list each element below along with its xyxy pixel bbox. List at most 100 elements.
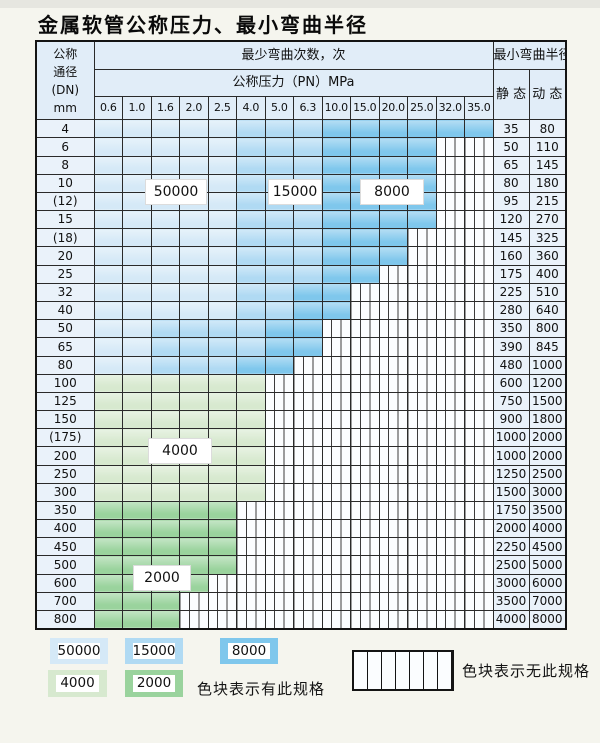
static-radius-cell: 390 [492,337,530,357]
spec-cell [236,155,266,175]
no-spec-cell [435,537,465,557]
dn-cell: 300 [35,482,95,502]
spec-cell [264,210,294,230]
legend-swatch-15000: 15000 [125,638,183,664]
no-spec-cell [435,573,465,593]
zone-label-2000: 2000 [133,565,191,591]
spec-cell [122,410,152,430]
spec-cell [407,210,437,230]
spec-cell [207,137,237,157]
legend-swatch-label: 4000 [56,674,99,693]
spec-cell [122,337,152,357]
legend-present-note: 色块表示有此规格 [197,680,326,698]
no-spec-cell [378,428,408,448]
zone-label-15000: 15000 [268,179,322,205]
dynamic-radius-cell: 7000 [528,591,567,611]
dn-cell: 400 [35,519,95,539]
static-radius-cell: 35 [492,119,530,139]
spec-cell [150,137,180,157]
pressure-col-header-1.0: 1.0 [122,96,152,121]
dn-column-header: 公称 通径 (DN) mm [35,40,95,121]
dn-cell: 450 [35,537,95,557]
spec-cell [93,555,123,575]
spec-cell [264,355,294,375]
spec-cell [321,155,351,175]
no-spec-cell [350,391,380,412]
spec-cell [321,137,351,157]
pressure-col-header-10.0: 10.0 [321,96,351,121]
no-spec-cell [321,391,351,412]
dynamic-radius-cell: 800 [528,319,567,339]
no-spec-cell [264,591,294,611]
static-radius-cell: 2250 [492,537,530,557]
no-spec-cell [264,446,294,466]
spec-cell [150,319,180,339]
spec-cell [122,282,152,303]
no-spec-cell [407,282,437,303]
spec-cell [93,500,123,521]
nominal-pressure-header: 公称压力（PN）MPa [93,68,494,98]
static-radius-cell: 50 [492,137,530,157]
no-spec-cell [321,410,351,430]
spec-cell [207,119,237,139]
static-column-header: 静 态 [492,68,530,121]
no-spec-cell [464,210,494,230]
spec-cell [93,464,123,484]
no-spec-cell [464,537,494,557]
no-spec-cell [378,373,408,393]
pressure-col-header-5.0: 5.0 [264,96,294,121]
no-spec-cell [464,137,494,157]
no-spec-cell [321,464,351,484]
spec-cell [207,555,237,575]
no-spec-cell [350,428,380,448]
dynamic-radius-cell: 325 [528,228,567,248]
no-spec-cell [236,609,266,630]
no-spec-cell [321,337,351,357]
no-spec-cell [464,300,494,321]
dynamic-radius-cell: 4500 [528,537,567,557]
no-spec-cell [435,373,465,393]
no-spec-cell [264,555,294,575]
no-spec-cell [321,573,351,593]
spec-cell [150,228,180,248]
spec-cell [321,300,351,321]
static-radius-cell: 65 [492,155,530,175]
spec-cell [150,591,180,611]
spec-cell [350,228,380,248]
static-radius-cell: 600 [492,373,530,393]
pressure-col-header-2.0: 2.0 [179,96,209,121]
no-spec-cell [378,537,408,557]
spec-cell [236,191,266,212]
spec-cell [179,155,209,175]
no-spec-cell [464,609,494,630]
spec-cell [93,537,123,557]
spec-cell [378,119,408,139]
legend-swatch-label: 50000 [57,642,101,660]
spec-cell [150,337,180,357]
no-spec-cell [407,355,437,375]
spec-cell [207,264,237,284]
spec-cell [321,282,351,303]
no-spec-cell [407,410,437,430]
static-radius-cell: 3000 [492,573,530,593]
spec-cell [93,355,123,375]
spec-cell [264,119,294,139]
no-spec-cell [293,373,323,393]
dynamic-radius-cell: 1200 [528,373,567,393]
spec-cell [407,119,437,139]
no-spec-cell [435,500,465,521]
static-radius-cell: 750 [492,391,530,412]
no-spec-cell [378,264,408,284]
no-spec-cell [350,355,380,375]
spec-cell [122,137,152,157]
spec-cell [93,228,123,248]
legend-swatch-label: 8000 [228,642,270,660]
dn-cell: 32 [35,282,95,303]
legend-swatch-8000: 8000 [220,638,278,664]
spec-cell [122,155,152,175]
spec-cell [236,119,266,139]
no-spec-cell [435,191,465,212]
no-spec-cell [350,591,380,611]
spec-cell [207,173,237,193]
spec-cell [122,482,152,502]
